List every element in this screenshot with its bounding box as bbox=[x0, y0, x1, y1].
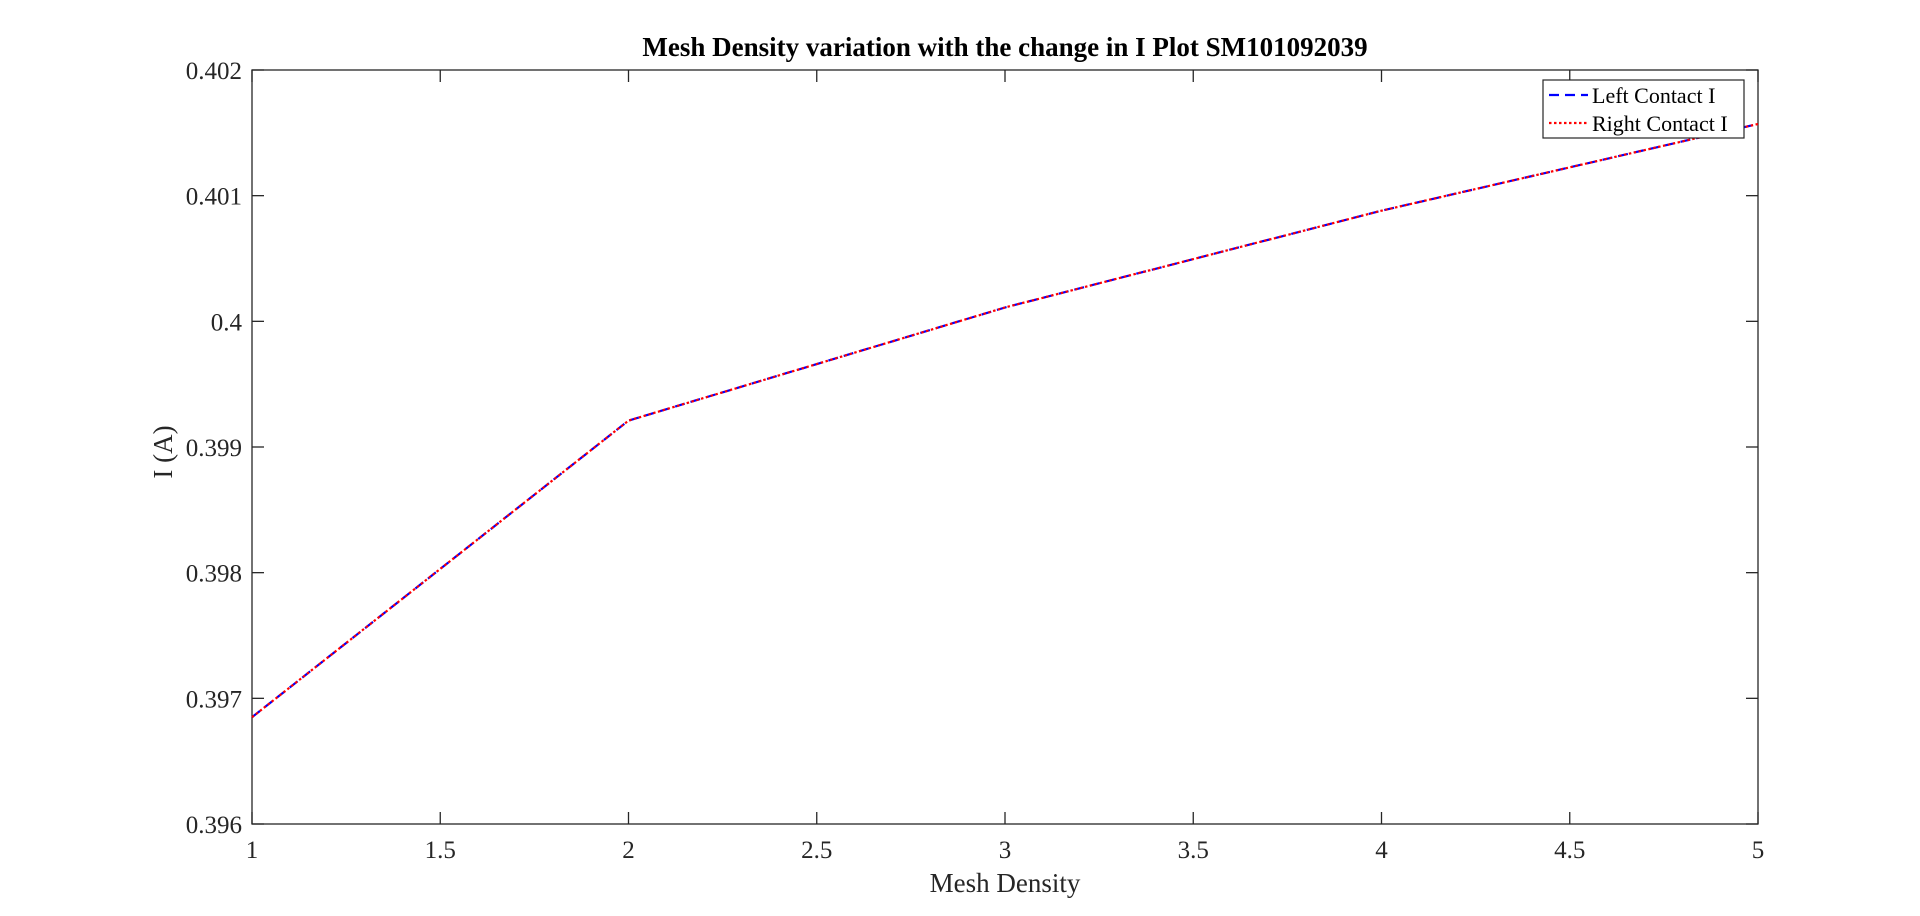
y-tick-label: 0.402 bbox=[186, 58, 242, 85]
y-tick-label: 0.397 bbox=[186, 686, 242, 713]
x-tick-label: 1 bbox=[246, 837, 259, 864]
axes-box bbox=[251, 69, 1759, 825]
x-tick-label: 4 bbox=[1375, 837, 1388, 864]
x-tick-label: 2.5 bbox=[801, 837, 832, 864]
x-tick-label: 1.5 bbox=[425, 837, 456, 864]
legend-box bbox=[1542, 79, 1745, 139]
y-tick-label: 0.401 bbox=[186, 184, 242, 211]
legend-label-1: Left Contact I bbox=[1592, 83, 1715, 108]
x-axis-label: Mesh Density bbox=[930, 868, 1081, 898]
y-tick-label: 0.398 bbox=[186, 561, 242, 588]
x-tick-label: 2 bbox=[622, 837, 635, 864]
x-tick-label: 3 bbox=[999, 837, 1012, 864]
legend-label-2: Right Contact I bbox=[1592, 111, 1728, 136]
x-tick-label: 3.5 bbox=[1178, 837, 1209, 864]
y-tick-label: 0.399 bbox=[186, 435, 242, 462]
y-axis-label: I (A) bbox=[148, 425, 178, 478]
y-tick-label: 0.396 bbox=[186, 812, 242, 839]
chart-title: Mesh Density variation with the change i… bbox=[642, 32, 1367, 62]
y-tick-label: 0.4 bbox=[211, 309, 243, 336]
plot-area: 1 1.5 2 2.5 3 3.5 4 4.5 5 0.396 0.397 0.398 0.399 0.4… bbox=[186, 58, 1765, 864]
x-tick-label: 4.5 bbox=[1554, 837, 1585, 864]
legend: Left Contact I Right Contact I bbox=[1542, 79, 1745, 139]
x-tick-label: 5 bbox=[1752, 837, 1765, 864]
series-line-2 bbox=[251, 122, 1759, 719]
